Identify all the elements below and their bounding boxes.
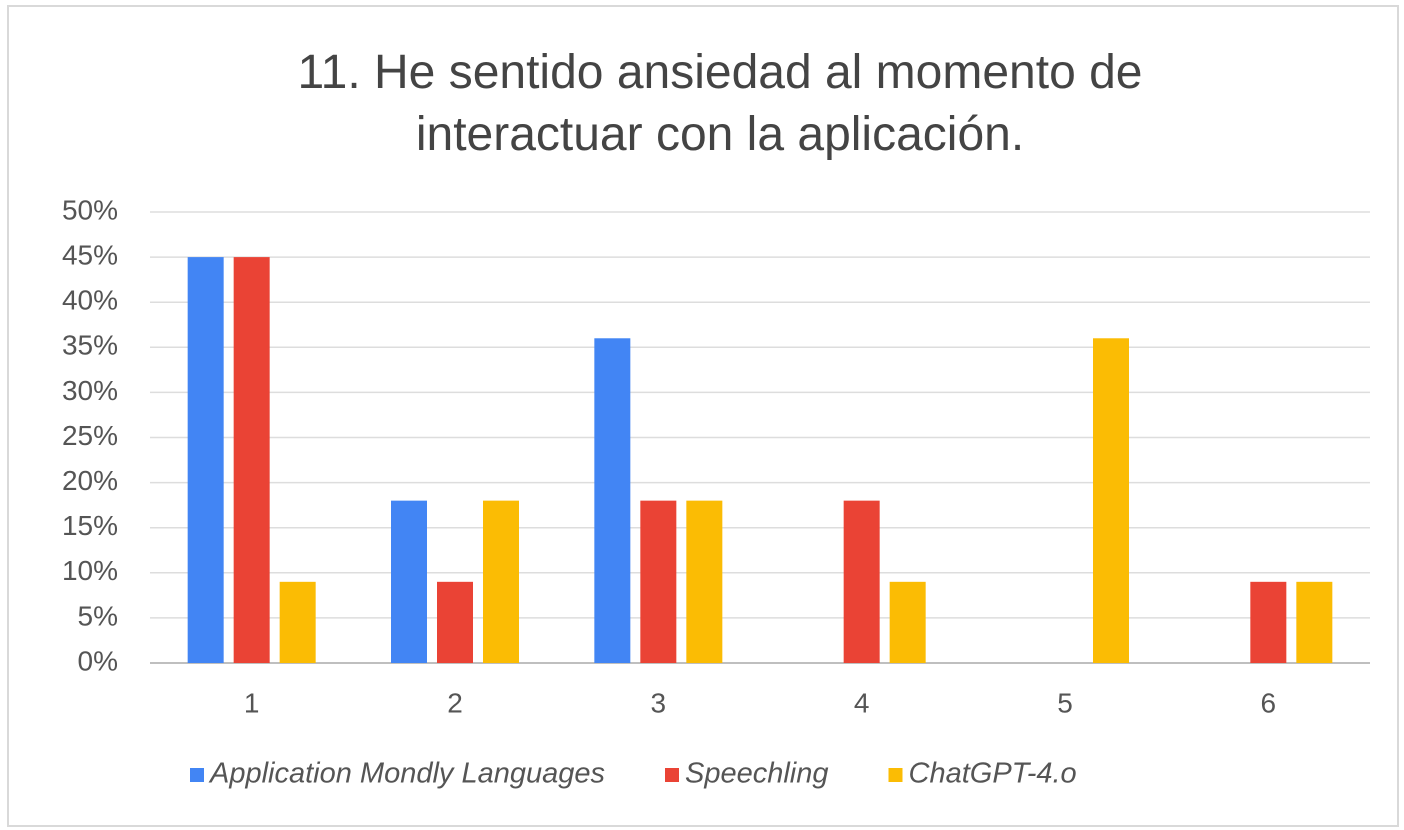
y-tick-label: 35% <box>62 330 118 361</box>
x-tick-label: 1 <box>244 687 260 718</box>
legend-label: Speechling <box>685 758 829 790</box>
x-tick-label: 5 <box>1057 687 1073 718</box>
y-tick-label: 15% <box>62 510 118 541</box>
chart-title: 11. He sentido ansiedad al momento de in… <box>297 46 1143 161</box>
y-tick-label: 40% <box>62 285 118 316</box>
bar <box>187 257 224 663</box>
legend-swatch <box>190 768 204 782</box>
y-tick-label: 10% <box>62 555 118 586</box>
bar <box>1093 338 1129 663</box>
legend-swatch <box>665 768 679 782</box>
bar <box>279 581 316 663</box>
bar <box>391 500 427 663</box>
bar <box>1296 581 1333 663</box>
bar <box>483 500 519 663</box>
bar <box>1250 581 1287 663</box>
y-tick-label: 50% <box>62 194 118 225</box>
y-tick-label: 25% <box>62 420 118 451</box>
x-tick-label: 6 <box>1261 687 1277 718</box>
legend-label: Application Mondly Languages <box>208 758 605 790</box>
x-tick-label: 3 <box>651 687 667 718</box>
bar <box>437 581 473 663</box>
bar <box>686 500 723 663</box>
legend-swatch <box>888 768 903 782</box>
bar <box>640 500 677 663</box>
y-tick-label: 20% <box>62 465 118 496</box>
bar <box>843 500 880 663</box>
x-tick-label: 4 <box>854 687 870 718</box>
bar <box>889 581 926 663</box>
frame <box>7 5 1399 827</box>
bar <box>233 257 270 663</box>
y-tick-label: 0% <box>78 645 118 676</box>
y-tick-label: 5% <box>78 600 118 631</box>
y-tick-label: 45% <box>62 239 118 270</box>
bar <box>594 338 631 663</box>
legend-label: ChatGPT-4.o <box>909 758 1077 790</box>
y-tick-label: 30% <box>62 375 118 406</box>
x-tick-label: 2 <box>447 687 463 718</box>
